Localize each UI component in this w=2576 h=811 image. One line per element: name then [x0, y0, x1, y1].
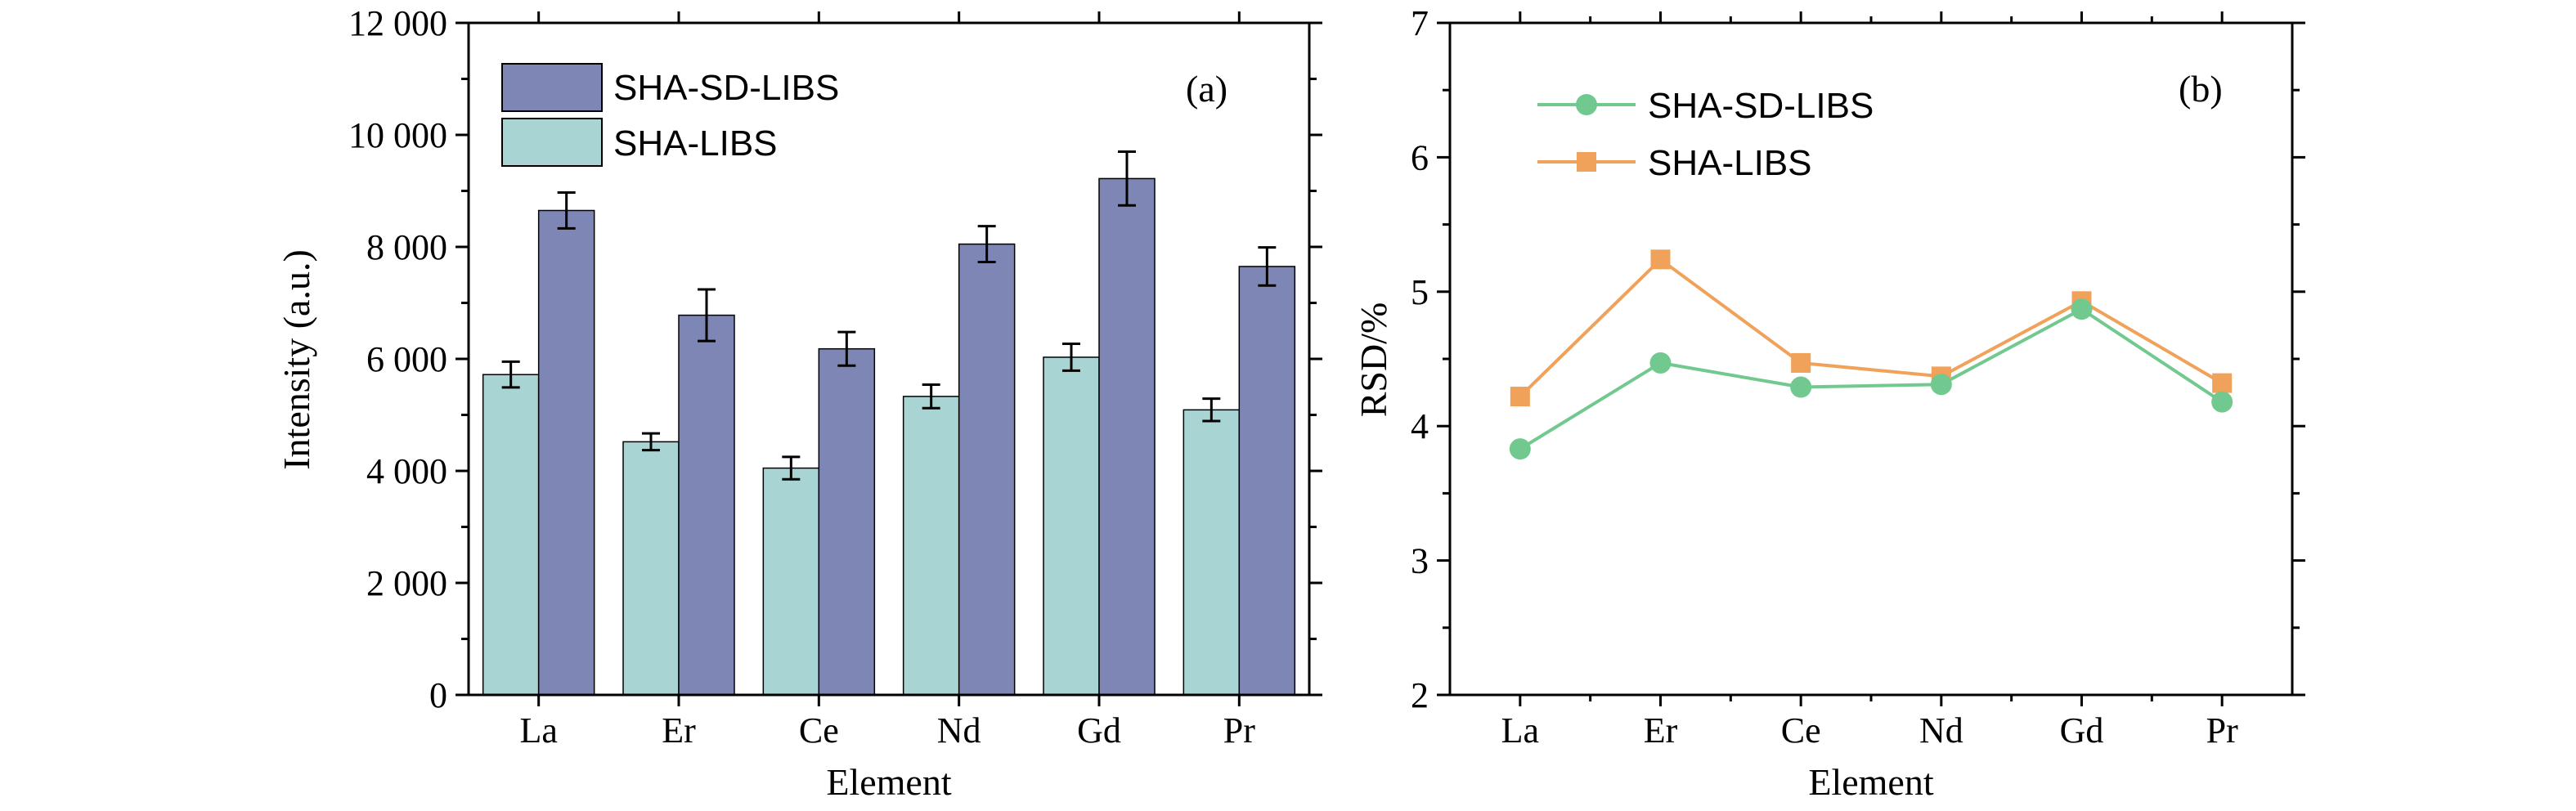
legend-label-sha-sd-libs-b: SHA-SD-LIBS	[1648, 86, 1874, 126]
x-tick-label-b-gd: Gd	[2060, 710, 2104, 751]
legend-label-sha-libs-b: SHA-LIBS	[1648, 143, 1812, 183]
point-sha-sd-libs-gd	[2071, 298, 2093, 320]
x-tick-label-a-pr: Pr	[1223, 710, 1255, 751]
bar-sha-sd-libs-ce	[818, 347, 876, 696]
x-tick-label-b-la: La	[1501, 710, 1539, 751]
legend-b: SHA-SD-LIBS SHA-LIBS	[1537, 86, 1874, 183]
x-axis-b: La Er Ce Nd Gd Pr	[1501, 11, 2238, 751]
x-tick-label-a-er: Er	[662, 710, 696, 751]
x-tick-label-a-gd: Gd	[1077, 710, 1121, 751]
line-sha-libs	[1519, 257, 2224, 398]
y-tick-label-a: 0	[429, 675, 447, 715]
point-sha-libs-pr	[2212, 373, 2233, 393]
bar-sha-libs-ce	[762, 467, 820, 696]
y-tick-label-a: 2 000	[366, 563, 447, 603]
line-sha-sd-libs	[1519, 307, 2224, 450]
y-tick-label-a: 8 000	[366, 227, 447, 267]
series-lines	[1519, 257, 2224, 450]
legend-swatch-sha-libs	[501, 118, 603, 167]
x-tick-label-a-la: La	[519, 710, 557, 751]
bar-sha-sd-libs-er	[678, 314, 735, 696]
y-tick-label-a: 6 000	[366, 339, 447, 379]
x-tick-label-b-nd: Nd	[1919, 710, 1963, 751]
rsd-line-chart: 2 3 4 5 6 7 La Er Ce Nd Gd Pr Element RSD/% (b) SH…	[1353, 3, 2305, 803]
x-axis-label-a: Element	[826, 761, 951, 803]
bar-sha-libs-er	[622, 441, 680, 696]
legend-a: SHA-SD-LIBS SHA-LIBS	[501, 63, 839, 167]
intensity-bar-chart: 0 2 000 4 000 6 000 8 000 10 000 12 000 La Er Ce…	[276, 3, 1322, 803]
point-sha-libs-er	[1650, 249, 1671, 270]
x-tick-label-a-ce: Ce	[799, 710, 839, 751]
y-tick-label-b: 4	[1411, 406, 1429, 446]
legend-label-sha-sd-libs: SHA-SD-LIBS	[613, 68, 839, 108]
bar-sha-sd-libs-gd	[1098, 177, 1156, 696]
legend-marker-square	[1577, 152, 1596, 172]
bar-sha-libs-la	[482, 374, 540, 696]
x-tick-label-b-pr: Pr	[2206, 710, 2238, 751]
point-sha-libs-ce	[1791, 352, 1811, 373]
x-tick-label-b-er: Er	[1644, 710, 1678, 751]
bar-sha-libs-nd	[902, 396, 960, 696]
panel-label-b: (b)	[2179, 68, 2223, 110]
legend-swatch-sha-sd-libs	[501, 63, 603, 112]
y-axis-label-a: Intensity (a.u.)	[276, 249, 317, 470]
x-tick-label-b-ce: Ce	[1781, 710, 1821, 751]
y-tick-label-b: 5	[1411, 272, 1429, 312]
x-axis-a: La Er Ce Nd Gd Pr	[519, 11, 1255, 751]
point-sha-sd-libs-er	[1649, 352, 1672, 374]
panel-label-a: (a)	[1186, 68, 1227, 110]
y-axis-b: 2 3 4 5 6 7	[1411, 3, 2305, 715]
legend-marker-circle	[1576, 94, 1597, 115]
y-tick-label-a: 10 000	[348, 115, 447, 155]
y-tick-label-b: 6	[1411, 137, 1429, 177]
legend-label-sha-libs: SHA-LIBS	[613, 123, 778, 164]
y-tick-label-a: 12 000	[348, 3, 447, 43]
series-markers	[1509, 249, 2233, 460]
bar-sha-sd-libs-nd	[958, 243, 1016, 696]
y-tick-label-b: 7	[1411, 3, 1429, 43]
bar-sha-libs-gd	[1043, 356, 1100, 696]
point-sha-libs-la	[1510, 387, 1530, 407]
y-axis-label-b: RSD/%	[1353, 302, 1394, 418]
y-tick-label-b: 2	[1411, 675, 1429, 715]
point-sha-sd-libs-pr	[2211, 391, 2233, 413]
x-axis-label-b: Element	[1808, 761, 1933, 803]
point-sha-sd-libs-la	[1509, 438, 1531, 460]
x-tick-label-a-nd: Nd	[937, 710, 981, 751]
error-bars	[501, 150, 1277, 481]
y-axis-a: 0 2 000 4 000 6 000 8 000 10 000 12 000	[348, 3, 1322, 715]
y-tick-label-a: 4 000	[366, 451, 447, 491]
bars	[482, 177, 1296, 696]
point-sha-sd-libs-ce	[1790, 376, 1812, 398]
bar-sha-sd-libs-pr	[1238, 266, 1296, 696]
bar-sha-sd-libs-la	[537, 209, 595, 696]
y-tick-label-b: 3	[1411, 541, 1429, 581]
bar-sha-libs-pr	[1183, 409, 1241, 696]
point-sha-sd-libs-nd	[1930, 374, 1952, 396]
